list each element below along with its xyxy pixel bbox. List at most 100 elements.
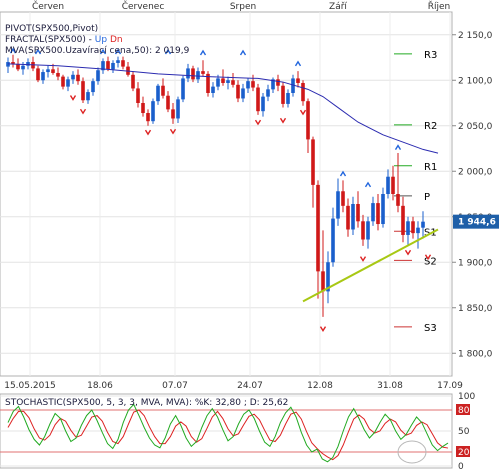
- fractal-down-marker: [359, 256, 367, 262]
- candle-down: [121, 60, 125, 67]
- fractal-down-marker: [404, 249, 412, 256]
- date-axis: 15.05.2015 18.06 07.07 24.07 12.08 31.08 17.09: [4, 381, 463, 391]
- fractal-up-marker: [199, 49, 207, 56]
- candle-down: [341, 191, 345, 206]
- candle-down: [316, 184, 320, 272]
- candle-up: [366, 221, 370, 240]
- candle-down: [301, 82, 305, 102]
- fractal-up-marker: [9, 47, 17, 54]
- candle-down: [206, 73, 210, 93]
- pivot-label-s2: S2: [424, 256, 437, 267]
- legend-fractal-dn: Dn: [110, 35, 123, 45]
- month-labels: Červen Červenec Srpen Září Říjen: [32, 0, 450, 12]
- candle-down: [161, 85, 165, 96]
- price-tick-label: 2 000,0: [458, 167, 493, 177]
- legend-fractal-line: FRACTAL(SPX500) - Up Dn: [5, 35, 123, 45]
- fractal-up-marker: [114, 48, 122, 55]
- candle-down: [36, 68, 40, 81]
- fractal-down-marker: [79, 108, 87, 115]
- fractal-up-marker: [294, 60, 302, 67]
- candle-up: [266, 89, 270, 97]
- fractal-down-marker: [424, 254, 432, 261]
- last-price-label: 1 944,6: [458, 218, 496, 228]
- candle-down: [276, 79, 280, 86]
- candle-down: [146, 113, 150, 122]
- mva50-line: [7, 63, 439, 154]
- candle-down: [141, 103, 145, 114]
- fractal-down-marker: [169, 128, 177, 135]
- month-label: Srpen: [230, 2, 256, 12]
- candle-up: [211, 86, 215, 93]
- candle-down: [346, 205, 350, 230]
- date-tick-label: 31.08: [377, 381, 403, 391]
- pivot-label-r2: R2: [424, 121, 437, 132]
- fractal-up-marker: [164, 48, 172, 55]
- fractal-up-marker: [99, 48, 107, 55]
- stochastic-tick-label: 0: [458, 462, 464, 472]
- candle-up: [101, 61, 105, 71]
- candle-up: [186, 68, 190, 79]
- candle-down: [401, 205, 405, 235]
- legend-fractal: FRACTAL(SPX500) -: [5, 35, 95, 45]
- candle-up: [406, 221, 410, 235]
- stochastic-axis: 0 20 50 80 100: [456, 392, 475, 472]
- candle-down: [236, 84, 240, 99]
- candle-up: [261, 96, 265, 112]
- price-grid: [0, 12, 452, 376]
- highlight-ellipse: [397, 440, 427, 464]
- date-tick-label: 17.09: [437, 381, 463, 391]
- legend-pivot: PIVOT(SPX500,Pivot): [5, 24, 98, 34]
- candle-up: [176, 99, 180, 119]
- date-tick-label: 18.06: [87, 381, 113, 391]
- fractal-down-marker: [319, 326, 327, 333]
- stochastic-tick-label: 50: [458, 427, 470, 437]
- candle-up: [421, 221, 425, 228]
- fractal-up-marker: [339, 170, 347, 177]
- candles: [6, 54, 425, 317]
- candle-down: [231, 80, 235, 85]
- price-tick-label: 1 850,0: [458, 304, 493, 314]
- month-label: Červenec: [122, 0, 165, 12]
- fractal-up-marker: [394, 144, 402, 150]
- candle-up: [291, 78, 295, 93]
- candle-up: [351, 204, 355, 230]
- candle-up: [326, 262, 330, 292]
- candle-down: [201, 71, 205, 74]
- candle-down: [131, 74, 135, 89]
- candle-up: [371, 203, 375, 222]
- stochastic-level-marker: [456, 404, 470, 415]
- month-label: Říjen: [428, 1, 451, 12]
- stochastic-grid: [0, 395, 452, 467]
- candle-down: [391, 176, 395, 194]
- candle-down: [256, 87, 260, 112]
- fractal-down-marker: [144, 129, 152, 136]
- fractal-up-marker: [364, 181, 372, 188]
- candle-down: [311, 139, 315, 185]
- candle-up: [96, 70, 100, 82]
- candle-down: [356, 204, 360, 222]
- candle-up: [246, 81, 250, 89]
- candle-up: [286, 92, 290, 104]
- stochastic-legend: STOCHASTIC(SPX500, 5, 3, 3, MVA, MVA): %…: [5, 398, 288, 408]
- candle-up: [66, 79, 70, 87]
- candle-down: [16, 63, 20, 70]
- candle-down: [376, 203, 380, 225]
- price-tick-label: 2 150,0: [458, 31, 493, 41]
- fractal-down-marker: [254, 119, 262, 126]
- trendline: [302, 228, 439, 303]
- candle-down: [221, 78, 225, 83]
- candle-up: [91, 81, 95, 93]
- candle-down: [136, 88, 140, 103]
- date-tick-label: 24.07: [237, 381, 263, 391]
- legend-fractal-up: Up: [95, 35, 108, 45]
- candle-up: [241, 88, 245, 99]
- candle-up: [381, 194, 385, 225]
- date-tick-label: 15.05.2015: [4, 381, 56, 391]
- candle-up: [111, 62, 115, 70]
- stochastic-level-marker: [456, 446, 470, 457]
- price-tick-label: 2 100,0: [458, 76, 493, 86]
- candle-down: [76, 74, 80, 82]
- candle-up: [331, 218, 335, 263]
- candle-down: [306, 101, 310, 140]
- stochastic-tick-label: 80: [458, 406, 470, 416]
